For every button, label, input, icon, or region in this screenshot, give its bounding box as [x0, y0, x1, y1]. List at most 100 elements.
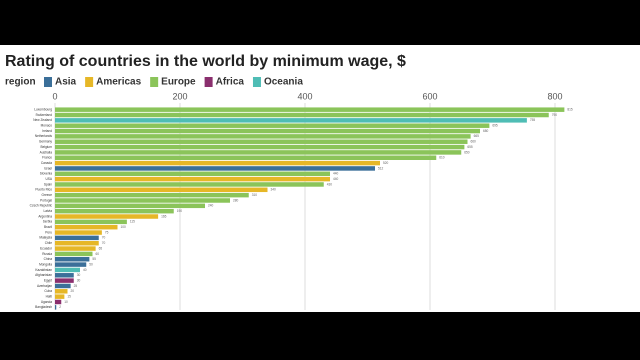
y-tick-label: Serbia	[43, 220, 52, 224]
bar	[55, 246, 96, 251]
bar	[55, 128, 480, 134]
bar	[55, 273, 74, 278]
legend-label: Africa	[216, 77, 245, 88]
legend-title: region	[5, 77, 36, 88]
bar	[55, 198, 230, 203]
y-tick-label: Australia	[40, 150, 53, 154]
y-tick-label: Canada	[41, 161, 52, 165]
y-tick-label: Chile	[45, 241, 52, 245]
y-tick-label: Germany	[39, 140, 53, 144]
bar	[55, 219, 127, 225]
legend-swatch	[150, 77, 159, 87]
legend-label: Europe	[161, 77, 196, 88]
legend-label: Asia	[55, 77, 77, 88]
value-label: 2	[59, 305, 61, 309]
y-tick-label: Russia	[42, 252, 52, 256]
value-label: 65	[99, 246, 103, 250]
value-label: 75	[105, 230, 109, 234]
value-label: 610	[439, 156, 445, 160]
y-tick-label: Monaco	[41, 124, 53, 128]
y-tick-label: Argentina	[38, 214, 52, 218]
bar	[55, 240, 99, 246]
bar	[55, 176, 330, 182]
value-label: 695	[492, 124, 498, 128]
y-tick-label: Uganda	[41, 300, 52, 304]
y-tick-label: Bangladesh	[35, 305, 52, 309]
value-label: 280	[233, 198, 239, 202]
x-tick-label: 400	[297, 91, 312, 101]
value-label: 815	[567, 108, 573, 112]
bar	[55, 294, 65, 299]
value-label: 512	[378, 166, 384, 170]
y-tick-label: Slovenia	[40, 172, 52, 176]
x-tick-label: 0	[52, 91, 57, 101]
y-tick-label: Ecuador	[40, 246, 53, 250]
bar	[55, 192, 249, 198]
bar	[55, 224, 118, 230]
value-label: 755	[530, 118, 536, 122]
y-tick-label: China	[44, 257, 53, 261]
y-tick-label: Switzerland	[36, 113, 53, 117]
bar	[55, 214, 159, 219]
bar	[55, 150, 462, 155]
bar	[55, 267, 80, 273]
y-tick-label: Brazil	[44, 225, 52, 229]
value-label: 20	[71, 289, 75, 293]
legend-swatch	[204, 77, 213, 87]
y-tick-label: Czech Republic	[30, 204, 53, 208]
y-tick-label: USA	[45, 177, 52, 181]
value-label: 190	[177, 209, 183, 213]
legend-label: Americas	[96, 77, 141, 88]
chart-title: Rating of countries in the world by mini…	[5, 53, 406, 70]
y-tick-label: France	[42, 156, 52, 160]
bar	[55, 160, 380, 166]
y-tick-label: Israel	[44, 166, 52, 170]
bar	[55, 305, 57, 310]
y-tick-label: Luxembourg	[34, 108, 52, 112]
value-label: 310	[252, 193, 258, 197]
value-label: 50	[89, 262, 93, 266]
y-tick-label: Netherlands	[35, 134, 53, 138]
bar	[55, 278, 74, 283]
value-label: 70	[102, 241, 106, 245]
value-label: 165	[161, 214, 167, 218]
y-tick-label: Spain	[44, 182, 52, 186]
x-tick-label: 800	[547, 91, 562, 101]
bar	[55, 187, 268, 193]
value-label: 440	[333, 177, 339, 181]
value-label: 30	[77, 273, 81, 277]
value-label: 680	[483, 129, 489, 133]
bar	[55, 123, 490, 128]
bar	[55, 208, 174, 214]
y-tick-label: Portugal	[40, 198, 52, 202]
bar	[55, 139, 468, 144]
bar	[55, 182, 324, 187]
value-label: 440	[333, 172, 339, 176]
x-tick-label: 200	[172, 91, 187, 101]
y-tick-label: Egypt	[44, 278, 52, 282]
y-tick-label: Kazakhstan	[35, 268, 52, 272]
value-label: 55	[92, 257, 96, 261]
bar	[55, 262, 87, 267]
y-tick-label: Belgium	[40, 145, 52, 149]
y-tick-label: Puerto Rico	[35, 188, 52, 192]
value-label: 40	[83, 268, 87, 272]
bar	[55, 112, 549, 118]
value-label: 115	[130, 220, 135, 224]
value-label: 650	[464, 150, 470, 154]
bar	[55, 235, 99, 241]
bar	[55, 289, 68, 294]
bar	[55, 283, 71, 289]
bar	[55, 299, 62, 305]
value-label: 240	[208, 204, 214, 208]
value-label: 660	[471, 140, 477, 144]
legend-swatch	[44, 77, 52, 87]
bar	[55, 251, 93, 257]
value-label: 340	[271, 188, 277, 192]
y-tick-label: Peru	[45, 230, 52, 234]
y-tick-label: Malaysia	[39, 236, 52, 240]
bar	[55, 203, 205, 209]
value-label: 60	[96, 252, 100, 256]
